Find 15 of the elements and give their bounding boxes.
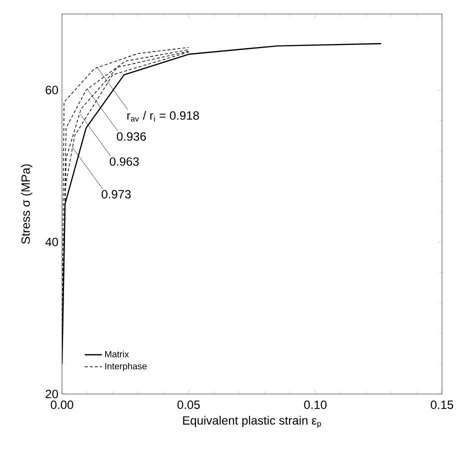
annotation: 0.973 — [102, 190, 131, 198]
annotation: r$_{av}$ / r$_{i}$ = 0.918 — [127, 110, 199, 122]
y-axis-title: Stress σ (MPa) — [21, 164, 32, 244]
y-tick-label: 40 — [45, 238, 58, 246]
x-axis-title: Equivalent plastic strain ε$_{p}$ — [183, 416, 322, 428]
x-tick-label: 0.10 — [304, 400, 327, 410]
legend-label: Matrix — [105, 350, 129, 358]
x-tick-label: 0.00 — [50, 400, 74, 410]
y-tick-label: 20 — [46, 390, 58, 398]
legend-label: Interphase — [105, 362, 147, 372]
y-tick-label: 60 — [46, 86, 58, 94]
annotation: 0.936 — [116, 132, 146, 141]
x-tick-label: 0.15 — [430, 400, 454, 410]
annotation: 0.963 — [110, 157, 139, 166]
x-tick-label: 0.05 — [177, 400, 200, 410]
